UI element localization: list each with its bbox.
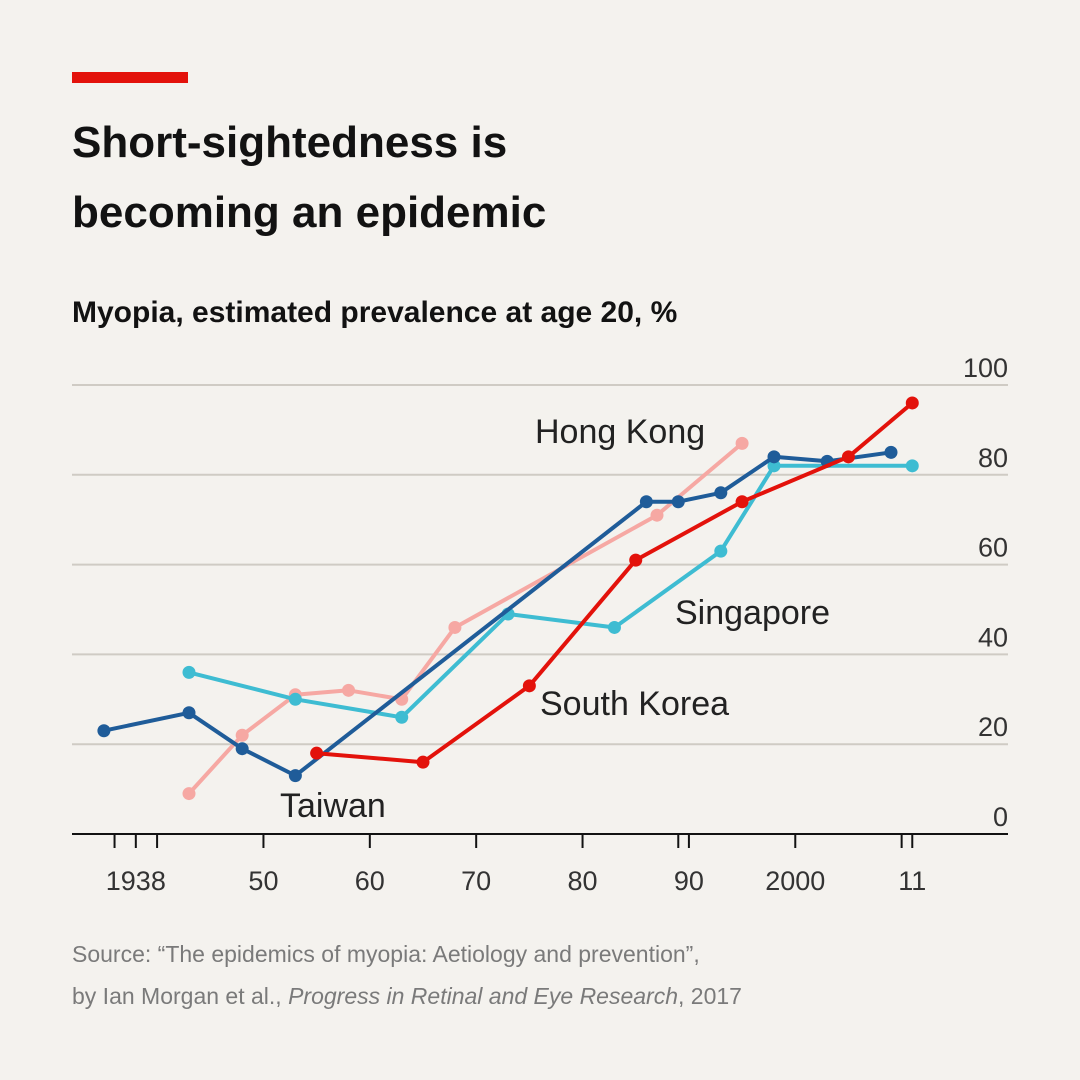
x-tick-label-80: 80 xyxy=(568,866,598,896)
data-point-singapore-2011 xyxy=(905,459,919,473)
data-point-taiwan-1986 xyxy=(639,495,653,509)
source-year: , 2017 xyxy=(678,983,742,1009)
series-singapore xyxy=(182,459,919,724)
source-authors: by Ian Morgan et al., xyxy=(72,983,282,1009)
data-point-south-korea-1975 xyxy=(522,679,536,693)
data-point-singapore-1983 xyxy=(607,620,621,634)
axes: 0 20 40 60 80 100 1938 50 60 70 80 90 2000 11 xyxy=(72,353,1008,896)
data-point-hong-kong-1958 xyxy=(342,683,356,697)
y-tick-label-80: 80 xyxy=(978,443,1008,473)
gridlines xyxy=(72,384,1008,746)
source-journal: Progress in Retinal and Eye Research xyxy=(288,983,678,1009)
data-point-taiwan-2009 xyxy=(884,445,898,459)
x-tick-label-70: 70 xyxy=(461,866,491,896)
series-hong-kong xyxy=(182,436,749,801)
x-tick-label-2000: 2000 xyxy=(765,866,825,896)
series-label-taiwan: Taiwan xyxy=(280,787,386,825)
x-tick-label-60: 60 xyxy=(355,866,385,896)
series-lines xyxy=(97,396,919,801)
data-point-taiwan-1953 xyxy=(288,769,302,783)
series-line-hong-kong xyxy=(187,441,745,796)
data-point-hong-kong-1995 xyxy=(735,436,749,450)
data-point-taiwan-1935 xyxy=(97,724,111,738)
data-point-hong-kong-1968 xyxy=(448,620,462,634)
y-tick-label-100: 100 xyxy=(963,353,1008,383)
title-line-1: Short-sightedness is xyxy=(72,118,508,167)
data-point-south-korea-1965 xyxy=(416,755,430,769)
data-point-singapore-1998 xyxy=(767,459,781,473)
x-tick-label-1938: 1938 xyxy=(106,866,166,896)
accent-bar xyxy=(72,72,188,83)
data-point-taiwan-1998 xyxy=(767,450,781,464)
chart-title: Short-sightedness is becoming an epidemi… xyxy=(72,108,972,248)
data-point-hong-kong-1987 xyxy=(650,508,664,522)
data-point-taiwan-1943 xyxy=(182,706,196,720)
series-line-singapore xyxy=(187,463,915,720)
chart-subtitle: Myopia, estimated prevalence at age 20, … xyxy=(72,296,678,329)
data-point-south-korea-1985 xyxy=(629,553,643,567)
data-point-singapore-1993 xyxy=(714,544,728,558)
data-point-taiwan-1993 xyxy=(714,486,728,500)
y-tick-label-0: 0 xyxy=(993,802,1008,832)
y-tick-label-60: 60 xyxy=(978,533,1008,563)
data-point-hong-kong-1948 xyxy=(235,728,249,742)
data-point-south-korea-2005 xyxy=(841,450,855,464)
series-south-korea xyxy=(310,396,919,769)
series-line-taiwan xyxy=(101,450,893,778)
data-point-south-korea-1955 xyxy=(310,746,324,760)
y-tick-label-20: 20 xyxy=(978,712,1008,742)
title-line-2: becoming an epidemic xyxy=(72,188,547,237)
series-labels: Hong Kong Singapore South Korea Taiwan xyxy=(280,413,830,825)
x-tick-label-50: 50 xyxy=(248,866,278,896)
y-tick-label-40: 40 xyxy=(978,622,1008,652)
data-point-hong-kong-1943 xyxy=(182,787,196,801)
source-note: Source: “The epidemics of myopia: Aetiol… xyxy=(72,933,972,1017)
data-point-taiwan-1989 xyxy=(671,495,685,509)
x-tick-label-90: 90 xyxy=(674,866,704,896)
series-label-south-korea: South Korea xyxy=(540,685,729,723)
data-point-south-korea-1995 xyxy=(735,495,749,509)
data-point-singapore-1943 xyxy=(182,665,196,679)
series-label-singapore: Singapore xyxy=(675,594,830,632)
series-taiwan xyxy=(97,445,898,783)
series-label-hong-kong: Hong Kong xyxy=(535,413,705,451)
source-line-1: Source: “The epidemics of myopia: Aetiol… xyxy=(72,941,700,967)
x-tick-label-11: 11 xyxy=(898,866,926,896)
data-point-singapore-1953 xyxy=(288,692,302,706)
data-point-singapore-1963 xyxy=(395,710,409,724)
data-point-taiwan-1948 xyxy=(235,742,249,756)
data-point-south-korea-2011 xyxy=(905,396,919,410)
